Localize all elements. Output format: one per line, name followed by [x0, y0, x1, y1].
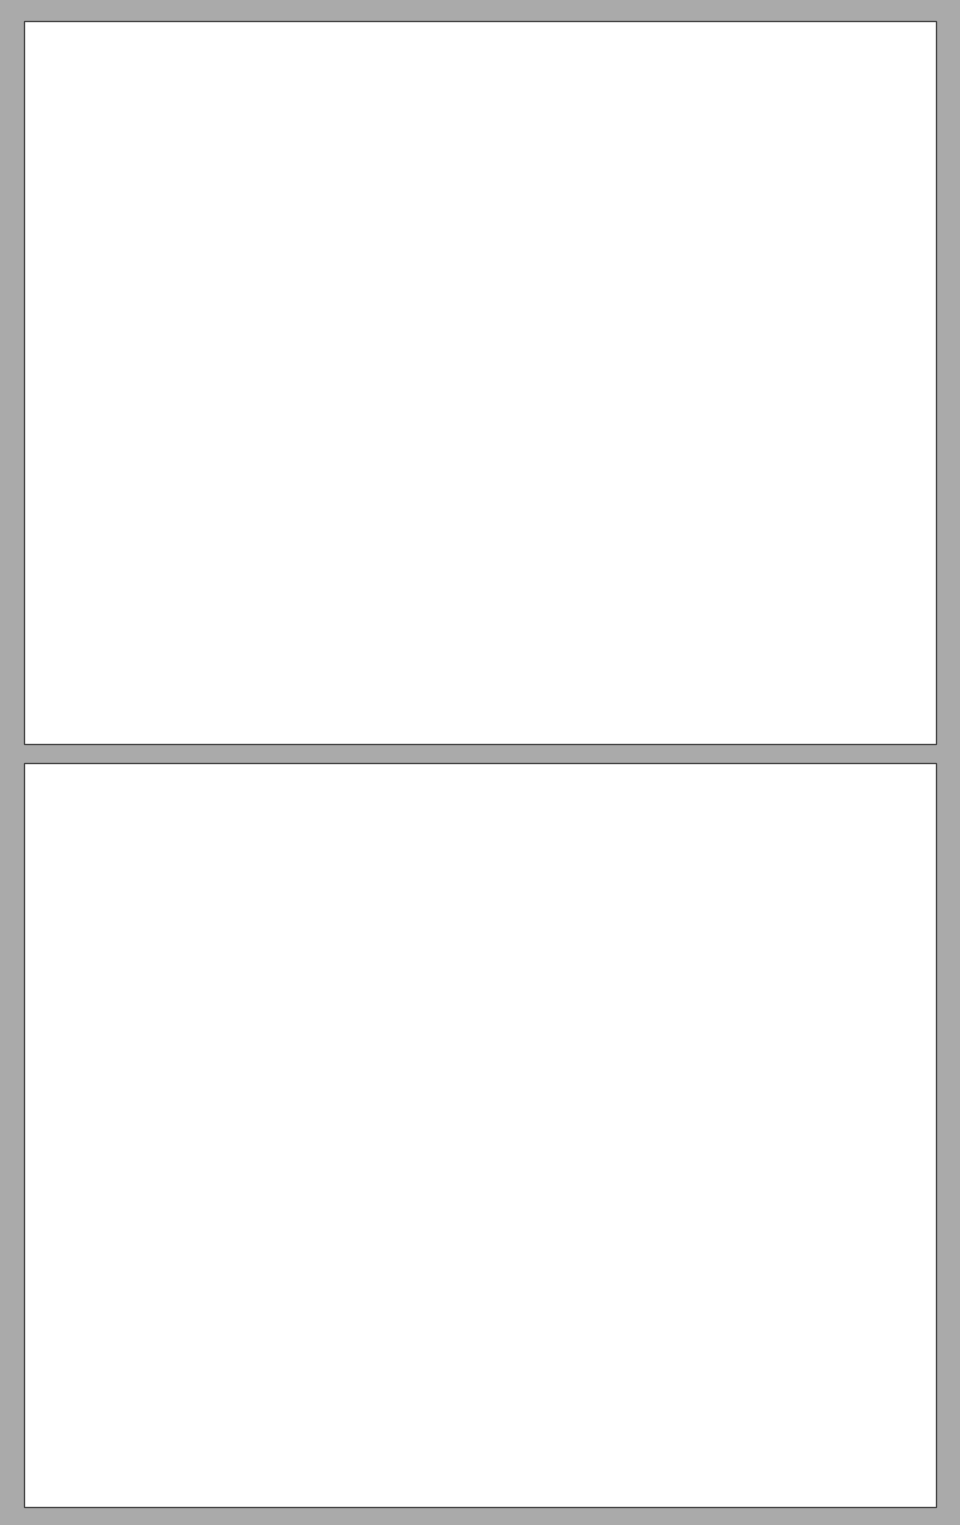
Bar: [625, 933, 636, 1432]
Text: A differenza di altre: A differenza di altre: [102, 433, 246, 447]
Bar: [740, 1141, 790, 1196]
Bar: [333, 1002, 345, 1432]
Text: Comieco: Comieco: [47, 830, 92, 839]
Bar: [322, 1093, 333, 1432]
Text: Prof. Alessandro Marangoni - AGICI Finanza d’Impresa: Prof. Alessandro Marangoni - AGICI Finan…: [300, 717, 660, 729]
Bar: [740, 884, 790, 938]
Text: I maceri in Italia: consumo, raccolta, import, export: I maceri in Italia: consumo, raccolta, i…: [143, 828, 689, 846]
Text: produzione: produzione: [799, 1244, 863, 1255]
Bar: [426, 1365, 438, 1432]
Text: La RD costituisce il principale fattore di crescita della raccolta: La RD costituisce il principale fattore …: [102, 317, 541, 332]
Bar: [684, 924, 695, 1432]
Bar: [578, 1408, 589, 1432]
Bar: [24, 47, 936, 52]
FancyBboxPatch shape: [190, 73, 732, 122]
Bar: [496, 993, 508, 1432]
Bar: [134, 1328, 147, 1432]
Text: Crescono, comunque le esportazioni verso la Cina (grafico MIM): Crescono, comunque le esportazioni verso…: [102, 493, 554, 506]
Bar: [636, 1394, 648, 1432]
Bar: [450, 982, 462, 1432]
Text: ➤: ➤: [62, 493, 75, 508]
Bar: [485, 1360, 496, 1432]
Text: ➤: ➤: [62, 369, 75, 383]
Bar: [147, 1127, 158, 1432]
Bar: [380, 1074, 392, 1432]
Bar: [520, 1414, 532, 1432]
Text: In questo quadro in evoluzione, anche il mercato dei maceri italiano si
sta tras: In questo quadro in evoluzione, anche il…: [62, 148, 563, 178]
Bar: [508, 944, 520, 1432]
Bar: [672, 939, 684, 1432]
Bar: [740, 1060, 790, 1113]
Bar: [24, 708, 936, 712]
Text: ♻: ♻: [68, 802, 80, 816]
Text: commodities: commodities: [218, 433, 309, 447]
Bar: [462, 1423, 473, 1432]
Bar: [252, 1331, 263, 1432]
Bar: [740, 974, 790, 1028]
Text: ➤: ➤: [62, 433, 75, 448]
Bar: [602, 1366, 613, 1432]
Bar: [263, 1113, 275, 1432]
Text: CONSUMO: CONSUMO: [799, 1081, 859, 1092]
Bar: [158, 1031, 170, 1432]
Text: consumo: consumo: [799, 1350, 851, 1359]
Bar: [392, 987, 403, 1432]
Bar: [613, 953, 625, 1432]
Bar: [438, 1045, 450, 1432]
Text: Comieco: Comieco: [47, 87, 92, 96]
Bar: [726, 871, 918, 1414]
Bar: [77, 1354, 88, 1432]
Text: Nei primi cinque mesi del 2004 a fronte di una crescita del consumo
totale del 3: Nei primi cinque mesi del 2004 a fronte …: [102, 369, 588, 398]
Text: Incremento dell’export 99-03 più che raddoppiato, passando da circa
215.000 tonn: Incremento dell’export 99-03 più che rad…: [102, 264, 594, 294]
Bar: [310, 1337, 322, 1432]
FancyBboxPatch shape: [199, 78, 742, 128]
Bar: [24, 790, 936, 793]
Bar: [24, 1462, 936, 1472]
Text: EXPORT: EXPORT: [799, 1164, 844, 1173]
Bar: [193, 1325, 204, 1432]
Bar: [217, 1022, 228, 1432]
Text: 21: 21: [898, 717, 913, 729]
Text: ➤: ➤: [62, 317, 75, 332]
Bar: [566, 944, 578, 1432]
Bar: [275, 1011, 286, 1432]
Bar: [543, 1365, 555, 1432]
Text: cinese, non pare aver creato significative carenze sul mercato italiano: cinese, non pare aver creato significati…: [102, 468, 602, 482]
Text: 22: 22: [898, 1479, 913, 1493]
Bar: [24, 775, 936, 788]
Bar: [660, 1372, 672, 1432]
Text: RACCOLTA
INTERNA: RACCOLTA INTERNA: [799, 990, 857, 1011]
Bar: [369, 1345, 380, 1432]
Bar: [24, 34, 936, 47]
Text: ➤: ➤: [62, 198, 75, 214]
Text: La crescita della raccolta differenziata ha portato ad una svolta storica:
l’Ita: La crescita della raccolta differenziata…: [102, 198, 611, 229]
Text: Prof. Alessandro Marangoni - AGICI Finanza d’Impresa: Prof. Alessandro Marangoni - AGICI Finan…: [300, 1479, 660, 1493]
Text: ♻: ♻: [68, 61, 80, 73]
Bar: [88, 1138, 100, 1432]
Bar: [24, 1473, 936, 1478]
Text: , la domanda asiatica, soprattutto: , la domanda asiatica, soprattutto: [276, 433, 517, 447]
Text: ➤: ➤: [62, 264, 75, 279]
Text: IMPORT: IMPORT: [799, 906, 842, 917]
Bar: [204, 1122, 217, 1432]
Bar: [695, 1382, 707, 1432]
Bar: [100, 1064, 111, 1432]
Text: …: …: [414, 403, 427, 416]
Text: LA REALTÀ ITALIANA: LA REALTÀ ITALIANA: [344, 87, 580, 107]
Bar: [24, 698, 936, 706]
Bar: [555, 982, 566, 1432]
